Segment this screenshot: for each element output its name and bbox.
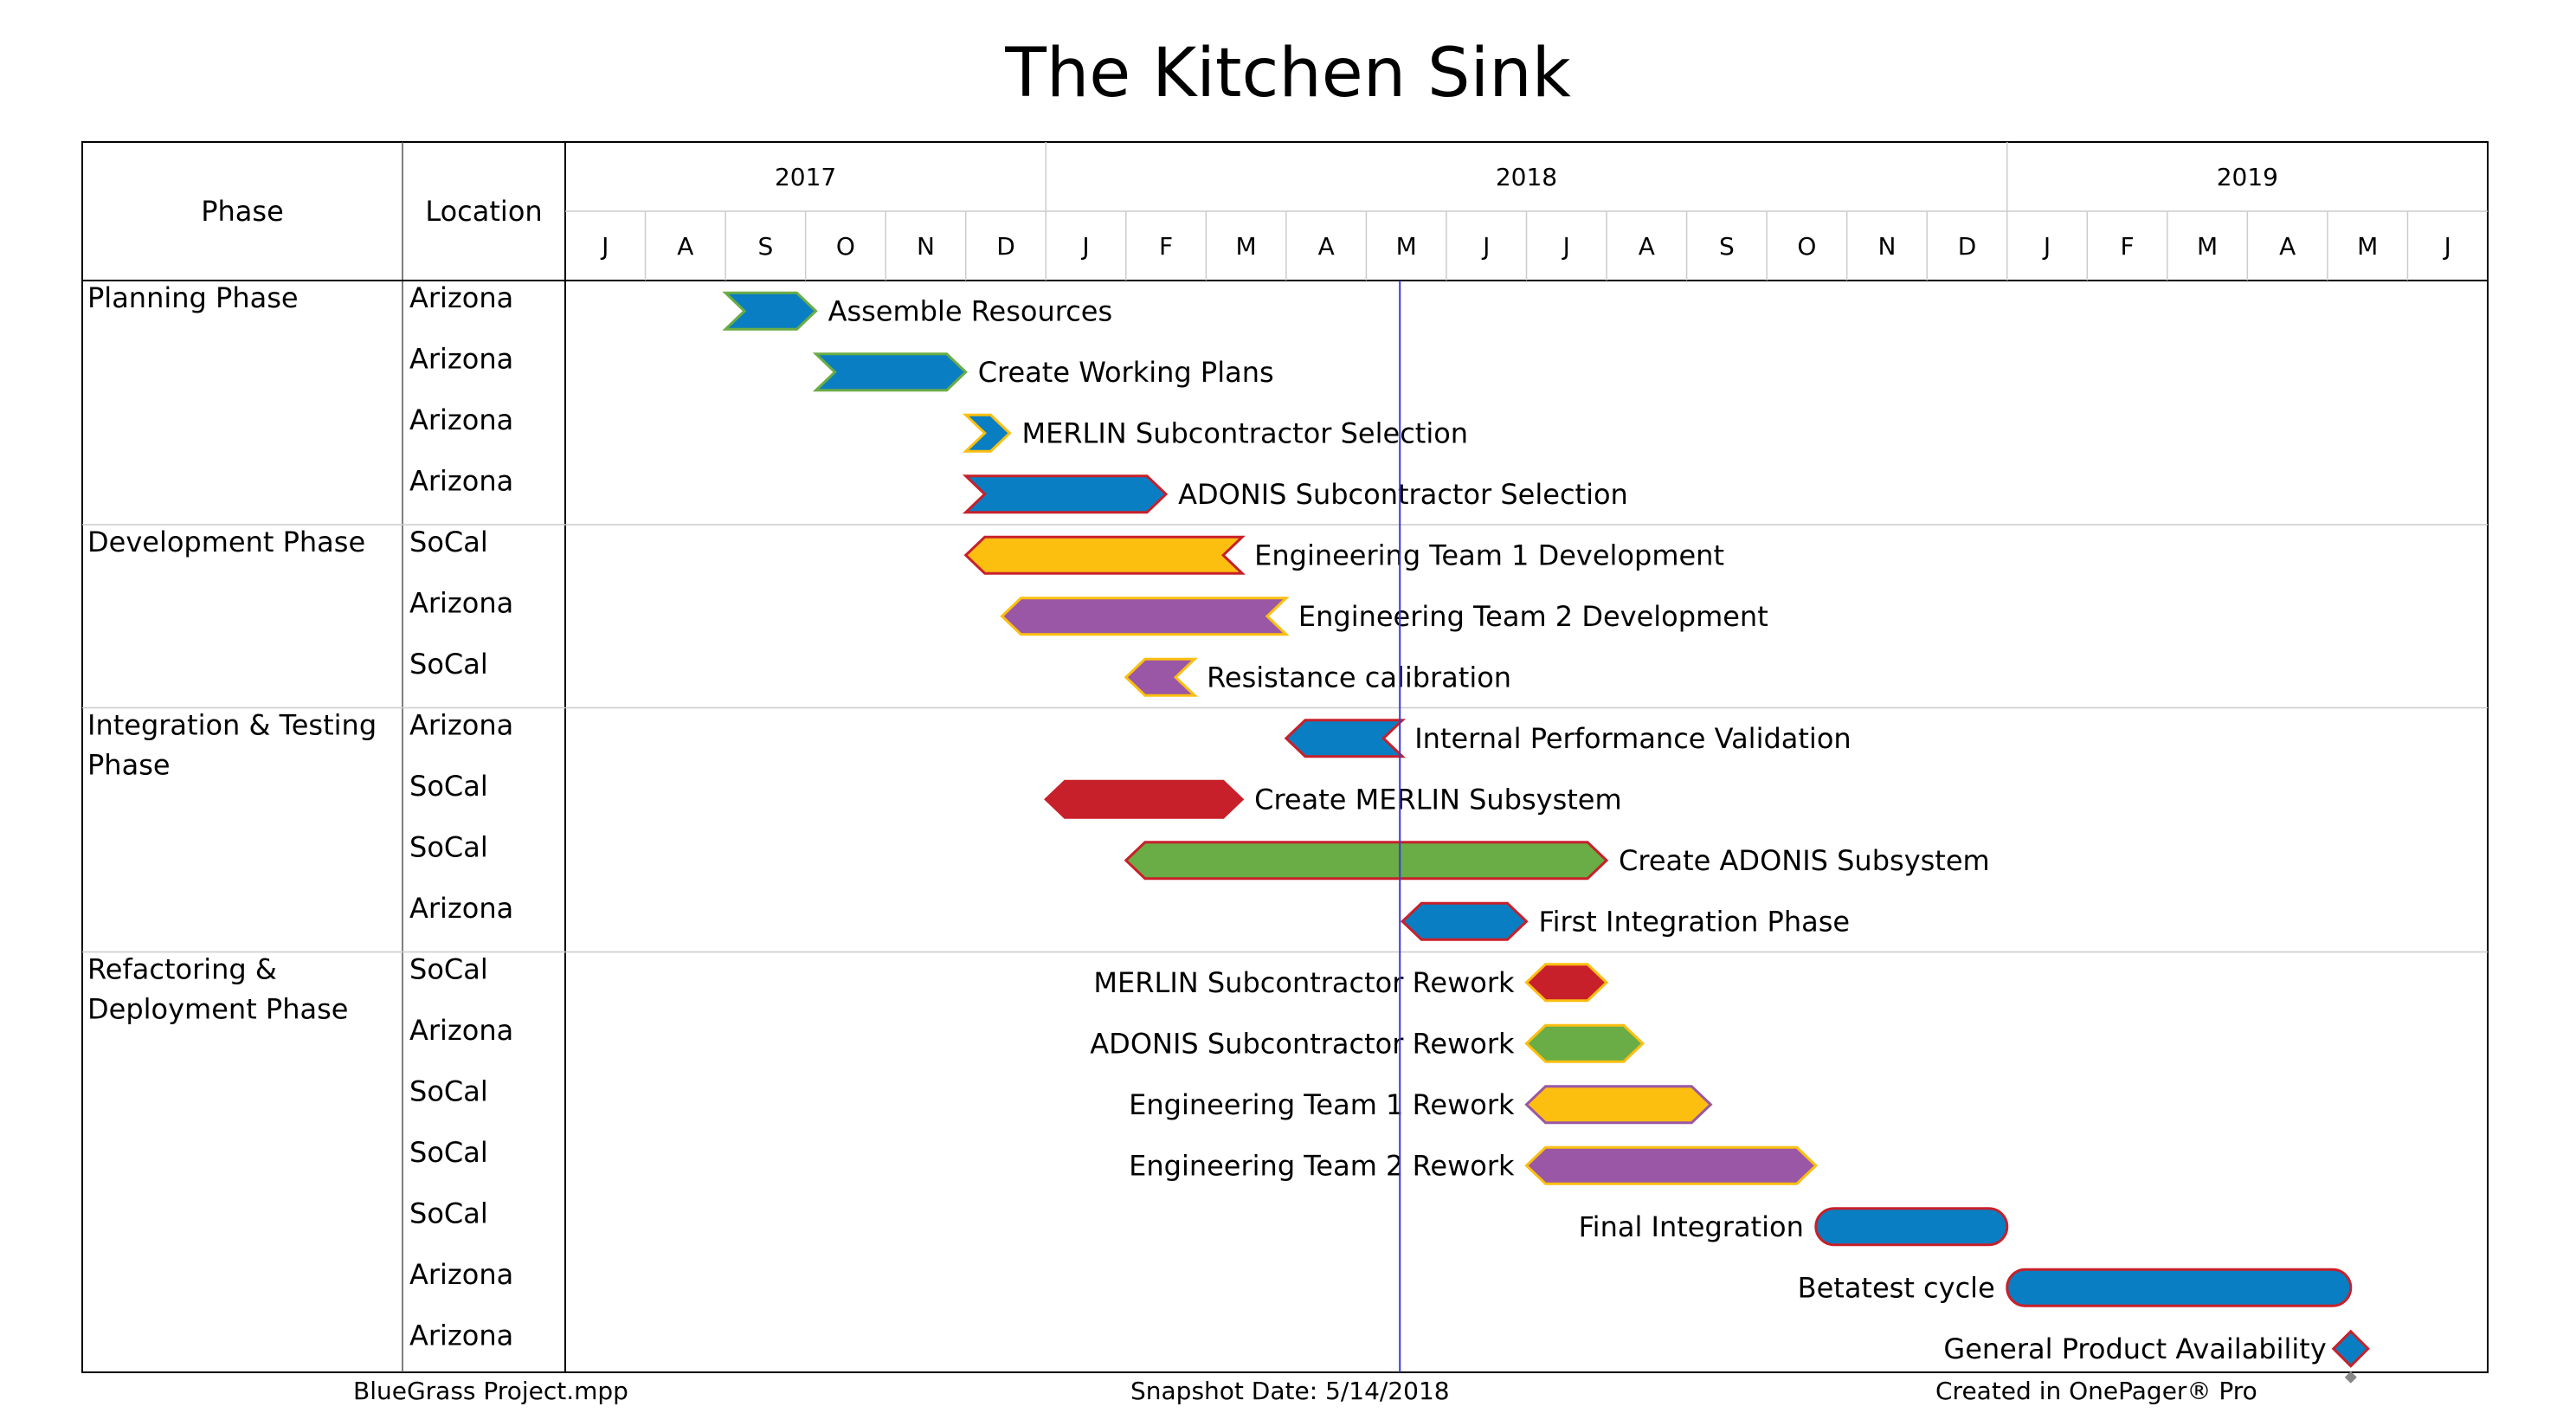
chart-frame (81, 141, 2489, 1373)
month-label: N (917, 232, 935, 261)
month-label: F (1159, 232, 1173, 261)
task-location: SoCal (409, 1075, 488, 1108)
chart-title: The Kitchen Sink (1005, 35, 1571, 113)
task-bar (962, 474, 1169, 514)
task-label: Create Working Plans (978, 356, 1274, 389)
task-bar (1124, 657, 1198, 697)
month-label: A (1318, 232, 1335, 261)
task-bar (1524, 963, 1609, 1003)
task-location: Arizona (409, 343, 513, 376)
task-label: Assemble Resources (828, 294, 1113, 327)
task-bar (722, 291, 818, 331)
month-label: F (2121, 232, 2135, 261)
task-label: Engineering Team 1 Development (1254, 539, 1724, 571)
task-location: SoCal (409, 953, 488, 986)
month-label: A (1639, 232, 1655, 261)
month-label: S (757, 232, 773, 261)
year-label: 2017 (775, 163, 836, 191)
phase-name: Deployment Phase (87, 993, 348, 1026)
footer-created-in: Created in OnePager® Pro (1935, 1377, 2257, 1405)
task-location: SoCal (409, 648, 488, 681)
task-location: SoCal (409, 1197, 488, 1230)
task-label: First Integration Phase (1539, 905, 1851, 938)
year-label: 2018 (1496, 163, 1557, 191)
month-label: J (1080, 232, 1089, 261)
phase-name: Development Phase (87, 526, 365, 558)
task-label: Resistance calibration (1207, 661, 1511, 694)
month-label: M (2357, 232, 2378, 261)
task-bar (1284, 719, 1406, 758)
year-label: 2019 (2217, 163, 2278, 191)
month-label: O (836, 232, 855, 261)
month-label: M (1236, 232, 1257, 261)
month-label: A (2279, 232, 2296, 261)
milestone-diamond (2331, 1329, 2370, 1368)
task-location: Arizona (409, 281, 513, 314)
task-bar (1401, 901, 1529, 941)
task-label: MERLIN Subcontractor Selection (1021, 416, 1468, 449)
phase-name: Refactoring & (87, 953, 277, 986)
task-bar (1124, 841, 1609, 881)
month-label: D (996, 232, 1015, 261)
month-label: D (1958, 232, 1977, 261)
task-bar (1044, 779, 1245, 819)
phase-column-header: Phase (201, 195, 284, 228)
task-bar (2006, 1268, 2353, 1307)
task-bar (962, 413, 1012, 453)
task-label: General Product Availability (1943, 1332, 2326, 1365)
month-label: J (600, 232, 609, 261)
month-label: M (1396, 232, 1417, 261)
phase-name: Planning Phase (87, 281, 299, 314)
month-label: A (677, 232, 693, 261)
month-label: J (2042, 232, 2051, 261)
task-bar (812, 352, 968, 392)
task-location: Arizona (409, 587, 513, 620)
task-label: Betatest cycle (1798, 1271, 1995, 1304)
milestone-marker (2344, 1371, 2357, 1384)
task-bar (1000, 597, 1290, 636)
task-label: Final Integration (1579, 1210, 1804, 1243)
phase-name: Integration & Testing (87, 709, 377, 742)
task-location: Arizona (409, 1319, 513, 1352)
task-location: Arizona (409, 403, 513, 436)
task-bar (1814, 1207, 2009, 1247)
task-label: Create ADONIS Subsystem (1619, 844, 1990, 877)
month-label: N (1877, 232, 1896, 261)
task-location: SoCal (409, 831, 488, 864)
task-label: ADONIS Subcontractor Rework (1090, 1027, 1515, 1060)
task-location: Arizona (409, 709, 513, 742)
footer-filename: BlueGrass Project.mpp (353, 1377, 628, 1405)
task-location: Arizona (409, 465, 513, 498)
task-location: Arizona (409, 1258, 513, 1291)
month-label: J (2443, 232, 2451, 261)
month-label: J (1562, 232, 1570, 261)
task-label: Engineering Team 1 Rework (1129, 1088, 1515, 1121)
phase-name: Phase (87, 749, 171, 782)
task-location: Arizona (409, 892, 513, 925)
task-label: ADONIS Subcontractor Selection (1178, 478, 1628, 511)
task-label: Engineering Team 2 Rework (1129, 1149, 1515, 1182)
task-bar (963, 535, 1246, 575)
month-label: S (1719, 232, 1735, 261)
task-label: Engineering Team 2 Development (1298, 600, 1768, 633)
task-location: Arizona (409, 1014, 513, 1047)
task-label: Internal Performance Validation (1414, 722, 1851, 755)
month-label: J (1481, 232, 1490, 261)
footer-snapshot-date: Snapshot Date: 5/14/2018 (1130, 1377, 1450, 1405)
month-label: M (2197, 232, 2218, 261)
location-column-header: Location (425, 195, 542, 228)
month-label: O (1797, 232, 1816, 261)
task-label: Create MERLIN Subsystem (1254, 783, 1622, 816)
task-location: SoCal (409, 1136, 488, 1169)
task-bar (1524, 1085, 1713, 1125)
task-bar (1524, 1023, 1645, 1063)
task-location: SoCal (409, 526, 488, 558)
task-location: SoCal (409, 770, 488, 803)
task-bar (1524, 1145, 1819, 1185)
task-label: MERLIN Subcontractor Rework (1093, 966, 1515, 999)
